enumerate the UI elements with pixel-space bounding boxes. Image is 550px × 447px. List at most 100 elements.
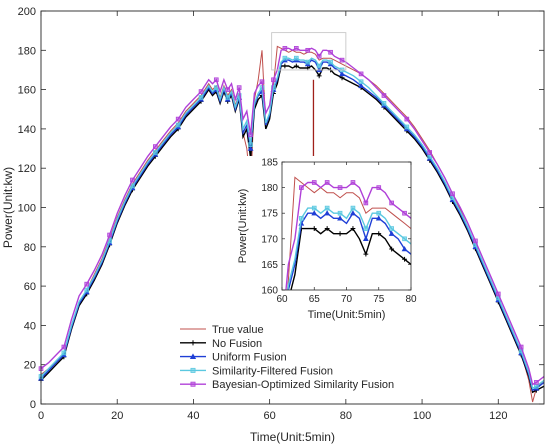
series-marker: [271, 77, 276, 83]
inset-series-marker: [350, 210, 356, 216]
x-tick-label: 80: [340, 410, 352, 422]
series-marker: [282, 46, 288, 51]
series-marker: [236, 85, 242, 90]
inset-series-marker: [350, 180, 356, 185]
y-tick-label: 160: [18, 85, 36, 97]
y-tick-label: 0: [30, 399, 36, 411]
legend: True value No Fusion Uniform FusionSimilar…: [175, 320, 405, 399]
inset-x-tick-label: 65: [309, 294, 321, 305]
inset-y-axis-label: Power(Unit:kw): [237, 189, 249, 264]
x-tick-label: 60: [264, 410, 276, 422]
inset-y-tick-label: 170: [261, 234, 278, 245]
inset-series-marker: [363, 226, 369, 231]
series-marker: [358, 79, 364, 85]
series-marker: [248, 142, 253, 147]
y-tick-label: 100: [18, 203, 36, 215]
series-marker: [316, 63, 322, 69]
inset-frame: [281, 161, 412, 291]
series-marker: [61, 350, 67, 356]
inset-series-marker: [311, 210, 318, 216]
x-tick-label: 40: [187, 410, 199, 422]
series-marker: [130, 183, 135, 189]
series-marker: [175, 122, 181, 128]
series-marker: [259, 79, 265, 85]
inset-x-tick-label: 80: [405, 294, 417, 305]
inset-series-marker: [376, 210, 382, 216]
main-series-group: [38, 45, 545, 403]
series-marker: [358, 82, 365, 88]
series-marker: [282, 55, 288, 61]
y-tick-label: 120: [18, 163, 36, 175]
inset-series-marker: [324, 180, 330, 185]
inset-series-marker: [324, 205, 330, 211]
inset-series-marker: [337, 215, 343, 221]
series-marker: [198, 89, 204, 94]
inset-x-tick-label: 75: [373, 294, 385, 305]
inset-series-marker: [337, 210, 343, 216]
x-axis-label: Time(Unit:5min): [250, 430, 335, 444]
inset-series-marker: [363, 200, 369, 206]
series-marker: [282, 63, 288, 69]
inset-series-marker: [363, 251, 369, 257]
series-marker: [328, 59, 333, 65]
inset-series-marker: [337, 185, 343, 190]
legend-marker: [190, 340, 196, 346]
series-marker: [534, 380, 539, 385]
series-marker: [130, 177, 135, 183]
series-marker: [534, 383, 539, 389]
inset-series-marker: [389, 200, 394, 206]
series-marker: [225, 87, 231, 92]
inset-y-tick-label: 165: [261, 260, 278, 271]
inset-series-marker: [311, 205, 317, 211]
inset-series-marker: [401, 246, 408, 252]
series-marker: [213, 77, 219, 83]
legend-box: [175, 320, 405, 399]
inset-series-line: [286, 176, 411, 290]
x-tick-label: 0: [38, 410, 44, 422]
legend-label: Bayesian-Optimized Similarity Fusion: [212, 379, 394, 391]
series-marker: [152, 150, 158, 155]
inset-series-marker: [350, 226, 356, 231]
y-tick-label: 180: [18, 45, 36, 57]
series-marker: [107, 232, 112, 238]
legend-label: No Fusion: [212, 338, 262, 350]
series-marker: [293, 46, 299, 51]
y-tick-label: 20: [24, 360, 36, 372]
inset-x-axis-label: Time(Unit:5min): [308, 309, 386, 321]
inset-series-marker: [311, 226, 317, 231]
series-marker: [225, 95, 231, 100]
series-marker: [305, 47, 311, 53]
inset-series-marker: [389, 246, 395, 252]
inset-series-marker: [362, 235, 369, 242]
plot-frame: [40, 10, 545, 405]
inset-zoom-plot: 60 65 70 75 80 160 165 170 175 180 185 Time(Unit:5m…: [232, 156, 419, 324]
inset-series-group: [285, 176, 411, 290]
inset-series-marker: [402, 210, 407, 216]
series-marker: [495, 291, 501, 297]
inset-series-marker: [388, 230, 395, 236]
legend-label: True value: [212, 324, 264, 336]
inset-series-marker: [376, 231, 382, 237]
series-marker: [84, 281, 90, 287]
series-marker: [175, 116, 181, 122]
series-marker: [518, 344, 524, 350]
inset-series-marker: [376, 185, 382, 190]
x-tick-label: 100: [413, 410, 431, 422]
series-marker: [381, 101, 387, 106]
series-marker: [404, 124, 410, 130]
inset-series-marker: [324, 210, 331, 216]
series-marker: [339, 57, 345, 63]
series-marker: [305, 59, 311, 65]
legend-marker: [189, 353, 197, 359]
series-marker: [293, 63, 299, 69]
series-marker: [316, 53, 322, 59]
inset-series-marker: [402, 256, 407, 262]
inset-series-marker: [389, 226, 394, 231]
series-marker: [473, 238, 478, 244]
x-tick-label: 120: [489, 410, 507, 422]
series-marker: [152, 144, 158, 149]
y-tick-label: 80: [24, 242, 36, 254]
y-tick-label: 140: [18, 124, 36, 136]
y-axis-label: Power(Unit:kw): [1, 167, 15, 248]
inset-series-marker: [299, 185, 304, 190]
